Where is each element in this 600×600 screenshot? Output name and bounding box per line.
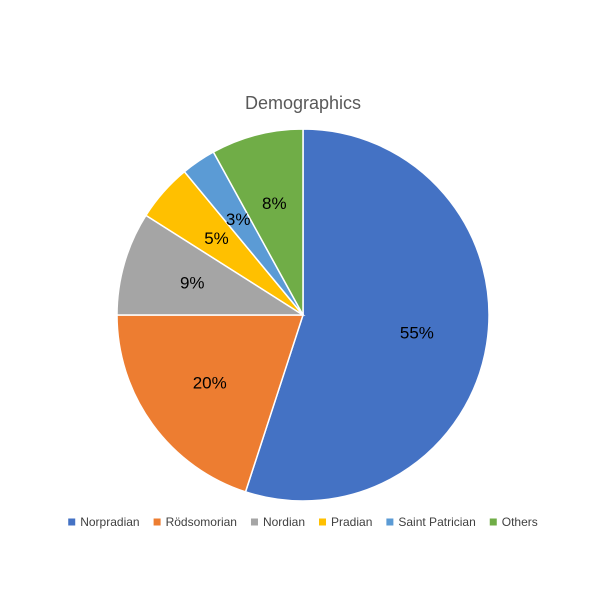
legend-label-saint-patrician: Saint Patrician (398, 515, 475, 529)
slice-label-saint-patrician: 3% (226, 210, 251, 229)
pie-slice-norpradian (244, 128, 490, 502)
legend-swatch-rodsomorian (153, 518, 161, 526)
slice-label-pradian: 5% (204, 229, 229, 248)
pie-slice-labels: 55% 20% 9% 5%3% 8% (180, 194, 434, 392)
legend-swatch-saint-patrician (386, 518, 394, 526)
legend-swatch-others (489, 518, 497, 526)
legend-label-pradian: Pradian (331, 515, 372, 529)
pie-slice-rodsomorian (116, 314, 305, 493)
slice-label-rodsomorian: 20% (193, 373, 227, 392)
slice-label-nordian: 9% (180, 273, 205, 292)
pie-slice-others (212, 128, 304, 316)
legend-item-others: Others (489, 515, 538, 529)
pie-slice-nordian (116, 214, 306, 316)
legend-item-saint-patrician: Saint Patrician (386, 515, 476, 529)
legend-swatch-pradian (319, 518, 327, 526)
legend-item-nordian: Nordian (250, 515, 305, 529)
legend-swatch-norpradian (68, 518, 76, 526)
slice-label-others: 8% (262, 194, 287, 213)
legend-label-rodsomorian: Rödsomorian (166, 515, 237, 529)
legend-item-pradian: Pradian (319, 515, 372, 529)
legend-swatch-nordian (250, 518, 258, 526)
legend-label-others: Others (502, 515, 538, 529)
legend-item-norpradian: Norpradian (68, 515, 140, 529)
pie-slices (116, 128, 490, 502)
legend-label-norpradian: Norpradian (80, 515, 139, 529)
slice-label-norpradian: 55% (400, 324, 434, 343)
legend: Norpradian Rödsomorian Nordian Pradian Saint… (68, 515, 538, 529)
chart-title: Demographics (245, 93, 361, 113)
legend-item-rodsomorian: Rödsomorian (153, 515, 237, 529)
legend-label-nordian: Nordian (263, 515, 305, 529)
